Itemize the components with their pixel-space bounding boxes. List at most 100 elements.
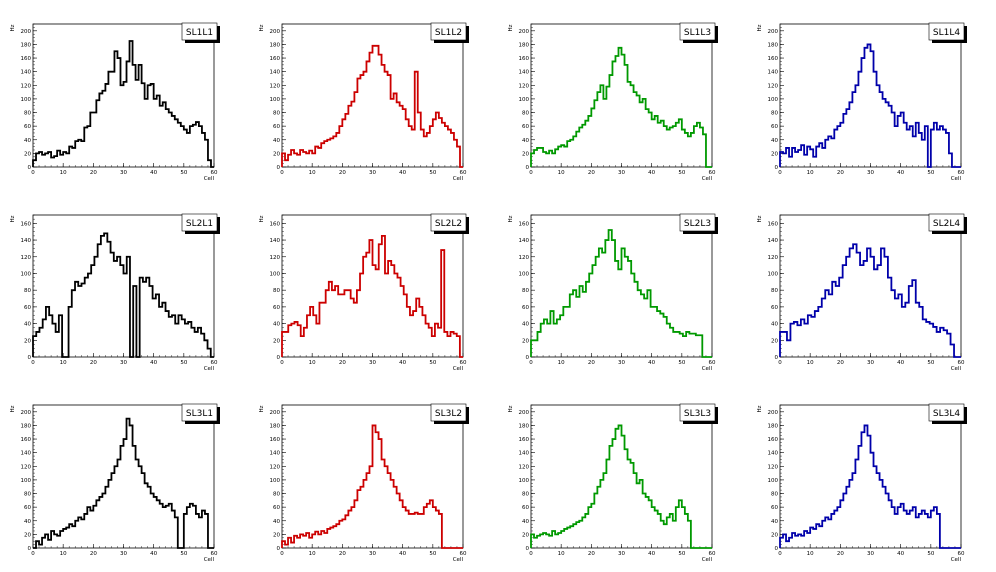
y-axis-title: Hz [10,405,16,412]
y-tick-label: 60 [24,505,31,511]
x-tick-label: 0 [529,551,533,557]
x-tick-label: 10 [558,170,565,176]
x-tick-label: 10 [807,360,814,366]
y-tick-label: 20 [522,338,529,344]
y-tick-label: 120 [519,464,530,470]
x-tick-label: 20 [339,170,346,176]
y-tick-label: 0 [775,165,779,171]
y-tick-label: 0 [28,165,32,171]
x-tick-label: 50 [678,360,685,366]
y-axis-title: Hz [10,215,16,222]
x-tick-label: 50 [180,551,187,557]
y-tick-label: 160 [270,221,281,227]
panel-title: SL3L3 [684,409,711,419]
x-tick-label: 30 [369,360,376,366]
x-tick-label: 50 [429,551,436,557]
y-tick-label: 120 [519,255,530,261]
x-tick-label: 0 [280,360,284,366]
y-tick-label: 160 [519,221,530,227]
x-tick-label: 40 [897,551,904,557]
plot-frame [32,404,215,549]
y-tick-label: 40 [24,322,31,328]
y-tick-label: 0 [526,355,530,361]
x-tick-label: 50 [429,360,436,366]
y-tick-label: 0 [526,165,530,171]
y-tick-label: 0 [277,165,281,171]
x-tick-label: 0 [31,170,35,176]
y-axis-title: Hz [508,405,514,412]
histogram-panel-sl1l1: 0 20 40 60 80 100 120 140 160 180 200 0 10 20 30 40 50 60… [10,22,220,182]
panel-title: SL2L1 [186,219,213,229]
y-tick-label: 0 [775,355,779,361]
x-tick-label: 50 [927,170,934,176]
y-tick-label: 180 [768,42,779,48]
y-axis-title: Hz [757,24,763,31]
x-tick-label: 10 [309,551,316,557]
x-tick-label: 10 [309,360,316,366]
y-tick-label: 40 [24,138,31,144]
panel-title: SL2L4 [933,219,960,229]
x-tick-label: 60 [460,170,467,176]
x-tick-label: 50 [927,551,934,557]
y-tick-label: 100 [519,478,530,484]
y-tick-label: 100 [270,478,281,484]
y-tick-label: 40 [273,519,280,525]
histogram-panel-sl3l4: 0 20 40 60 80 100 120 140 160 180 200 0 10 20 30 40 50 60… [757,403,967,563]
y-tick-label: 80 [771,492,778,498]
y-axis-title: Hz [508,24,514,31]
y-tick-label: 200 [21,410,32,416]
histogram-line [33,417,214,549]
y-tick-label: 60 [771,305,778,311]
x-tick-label: 50 [927,360,934,366]
title-box [928,403,965,422]
y-tick-label: 120 [768,464,779,470]
y-tick-label: 20 [24,338,31,344]
x-tick-label: 60 [958,170,965,176]
y-tick-label: 200 [768,29,779,35]
x-tick-label: 20 [339,360,346,366]
x-tick-label: 0 [778,360,782,366]
y-tick-label: 20 [273,532,280,538]
y-tick-label: 20 [771,338,778,344]
x-tick-label: 40 [150,551,157,557]
y-tick-label: 160 [768,437,779,443]
y-tick-label: 0 [775,546,779,552]
y-axis-title: Hz [259,24,265,31]
y-tick-label: 180 [21,423,32,429]
y-tick-label: 180 [768,423,779,429]
y-tick-label: 80 [771,111,778,117]
y-tick-label: 140 [21,70,32,76]
x-tick-label: 0 [31,551,35,557]
x-tick-label: 50 [429,170,436,176]
panel-title: SL2L2 [435,219,462,229]
y-axis-title: Hz [757,405,763,412]
y-tick-label: 100 [21,97,32,103]
y-tick-label: 140 [519,70,530,76]
x-tick-label: 40 [399,360,406,366]
x-tick-label: 50 [678,170,685,176]
y-tick-label: 120 [768,255,779,261]
x-tick-label: 30 [618,551,625,557]
y-tick-label: 160 [21,437,32,443]
y-tick-label: 80 [771,288,778,294]
title-box [928,213,965,232]
x-tick-label: 30 [120,360,127,366]
y-tick-label: 20 [273,151,280,157]
y-tick-label: 60 [522,505,529,511]
x-tick-label: 30 [867,170,874,176]
x-tick-label: 0 [529,170,533,176]
y-tick-label: 0 [28,355,32,361]
y-tick-label: 140 [21,238,32,244]
y-tick-label: 80 [273,492,280,498]
x-tick-label: 10 [60,360,67,366]
y-tick-label: 80 [24,111,31,117]
x-tick-label: 60 [460,360,467,366]
x-tick-label: 30 [120,551,127,557]
plot-frame [779,404,962,549]
x-axis-title: Cell [951,557,962,563]
y-tick-label: 140 [768,451,779,457]
y-axis-title: Hz [259,215,265,222]
